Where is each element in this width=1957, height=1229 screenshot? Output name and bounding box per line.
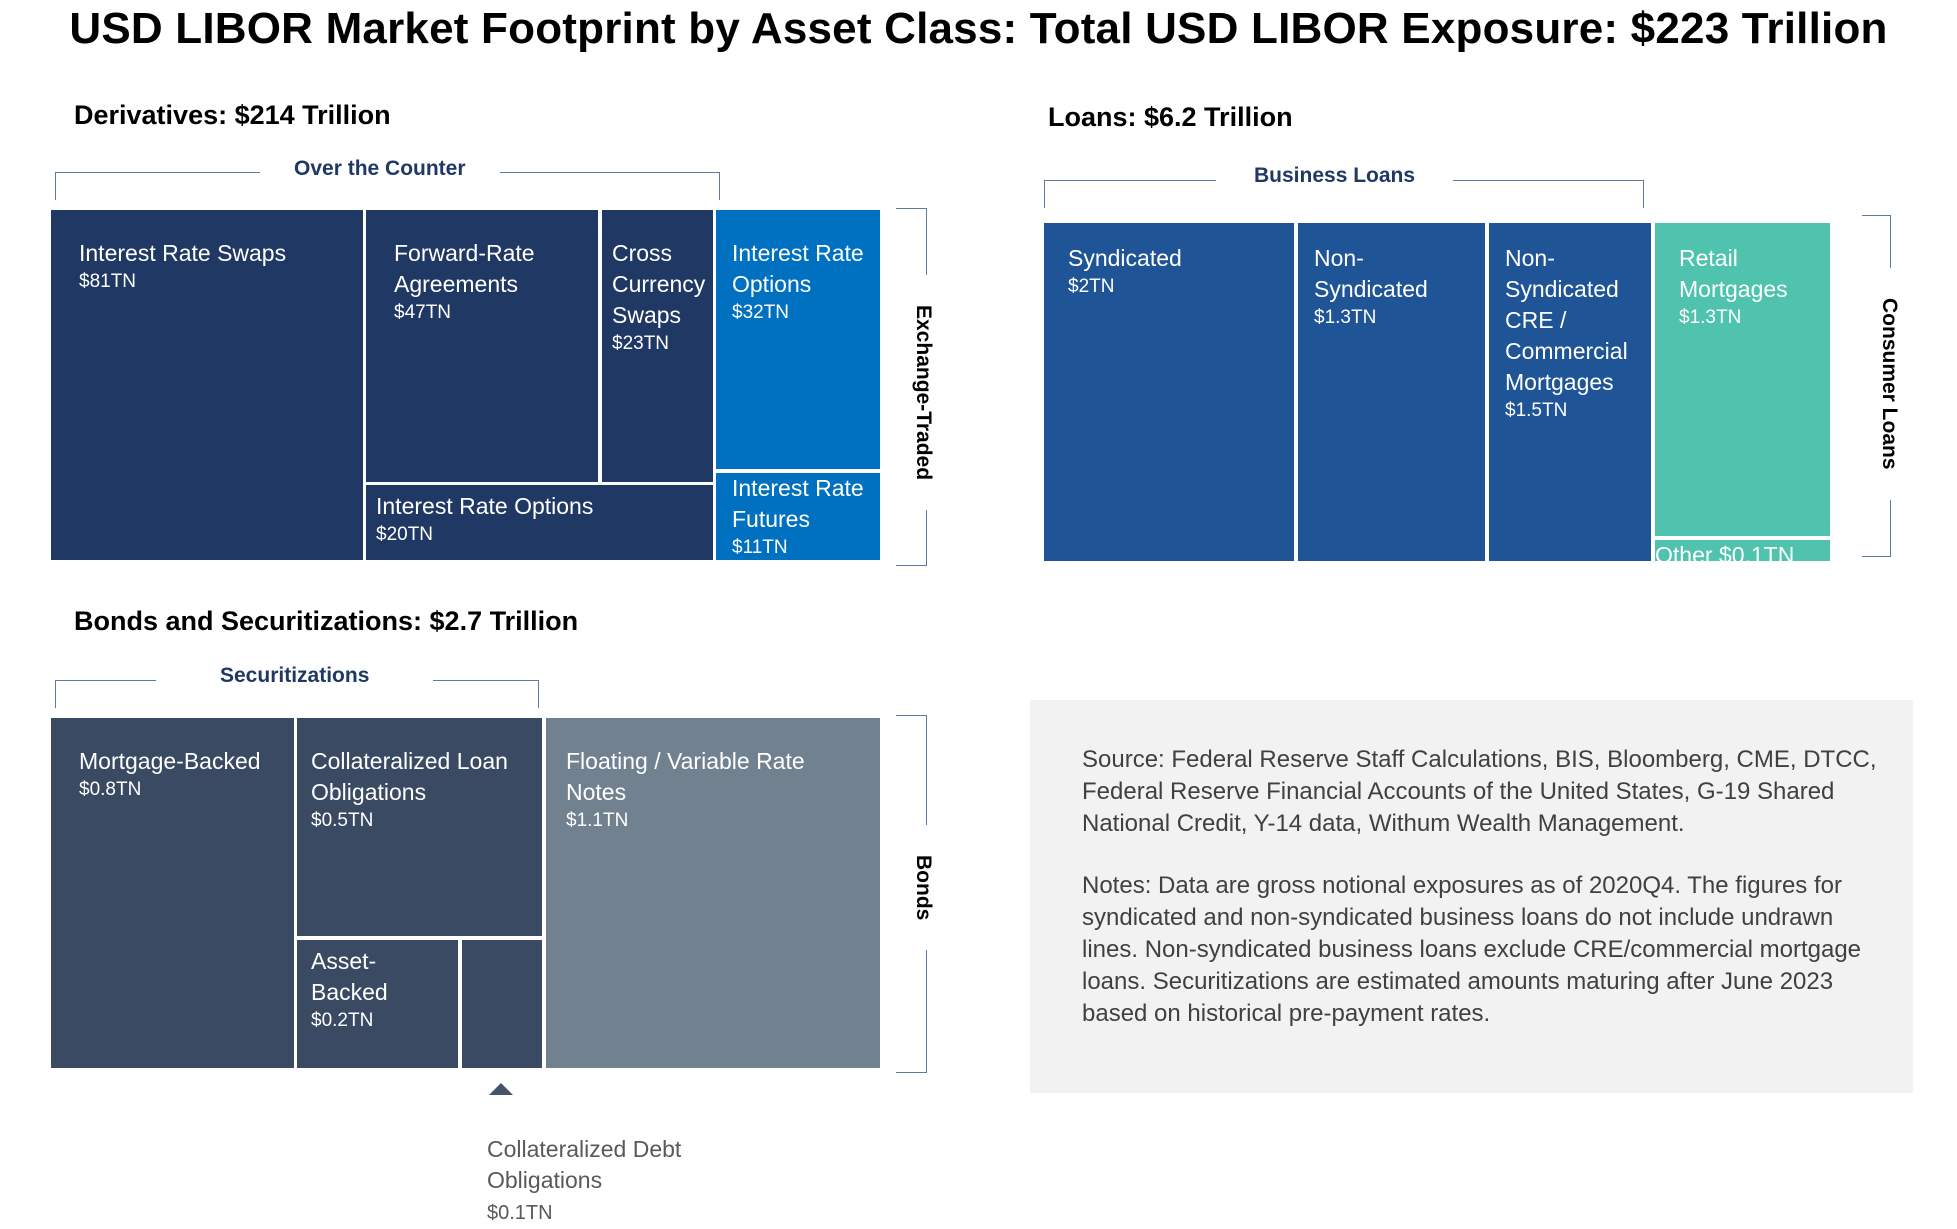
securitizations-group-label: Securitizations bbox=[156, 664, 433, 688]
tile-label: Interest Rate Swaps bbox=[79, 238, 335, 269]
derivatives-title: Derivatives: $214 Trillion bbox=[74, 100, 391, 131]
tile-value: $1.3TN bbox=[1314, 305, 1469, 331]
tile-value: $0.2TN bbox=[311, 1008, 444, 1034]
tile-label: Asset- Backed bbox=[311, 946, 444, 1008]
tile-forward-rate-agreements: Forward-Rate Agreements $47TN bbox=[366, 210, 598, 482]
tile-label: Mortgage-Backed bbox=[79, 746, 266, 777]
tile-non-syndicated: Non- Syndicated $1.3TN bbox=[1298, 223, 1485, 561]
tile-label: Collateralized Loan Obligations bbox=[311, 746, 528, 808]
tile-value: $23TN bbox=[612, 331, 703, 357]
bonds-title: Bonds and Securitizations: $2.7 Trillion bbox=[74, 606, 578, 637]
tile-exchange-interest-rate-options: Interest Rate Options $32TN bbox=[716, 210, 880, 469]
tile-value: $0.8TN bbox=[79, 777, 266, 803]
tile-value: $11TN bbox=[732, 535, 864, 560]
tile-non-syndicated-cre: Non- Syndicated CRE / Commercial Mortgag… bbox=[1489, 223, 1651, 561]
source-text: Source: Federal Reserve Staff Calculatio… bbox=[1082, 744, 1877, 840]
page-title: USD LIBOR Market Footprint by Asset Clas… bbox=[0, 4, 1957, 54]
tile-label: Cross Currency Swaps bbox=[612, 238, 703, 331]
exchange-traded-label: Exchange-Traded bbox=[911, 275, 935, 510]
tile-value: $2TN bbox=[1068, 274, 1270, 300]
tile-value: $47TN bbox=[394, 300, 570, 326]
tile-label: Interest Rate Options bbox=[732, 238, 864, 300]
tile-value: $1.5TN bbox=[1505, 398, 1635, 424]
cdo-callout-label: Collateralized Debt Obligations bbox=[487, 1136, 681, 1193]
tile-label: Syndicated bbox=[1068, 243, 1270, 274]
tile-mortgage-backed: Mortgage-Backed $0.8TN bbox=[51, 718, 294, 1068]
tile-value: $0.5TN bbox=[311, 808, 528, 834]
notes-box: Source: Federal Reserve Staff Calculatio… bbox=[1030, 700, 1913, 1093]
tile-syndicated: Syndicated $2TN bbox=[1044, 223, 1294, 561]
tile-label: Non- Syndicated bbox=[1314, 243, 1469, 305]
tile-value: $1.3TN bbox=[1679, 305, 1806, 331]
bonds-label: Bonds bbox=[911, 825, 935, 950]
cdo-callout: Collateralized Debt Obligations $0.1TN bbox=[487, 1103, 681, 1229]
tile-interest-rate-futures: Interest Rate Futures $11TN bbox=[716, 473, 880, 560]
tile-label: Other $0.1TN bbox=[1655, 540, 1830, 561]
tile-floating-variable-rate-notes: Floating / Variable Rate Notes $1.1TN bbox=[546, 718, 880, 1068]
tile-label: Non- Syndicated CRE / Commercial Mortgag… bbox=[1505, 243, 1635, 398]
tile-interest-rate-swaps: Interest Rate Swaps $81TN bbox=[51, 210, 363, 560]
tile-retail-mortgages: Retail Mortgages $1.3TN bbox=[1655, 223, 1830, 536]
tile-label: Interest Rate Options bbox=[376, 491, 703, 522]
cdo-callout-value: $0.1TN bbox=[487, 1202, 553, 1224]
notes-text: Notes: Data are gross notional exposures… bbox=[1082, 870, 1861, 1030]
otc-group-label: Over the Counter bbox=[260, 157, 500, 181]
tile-value: $20TN bbox=[376, 522, 703, 548]
tile-other-consumer: Other $0.1TN bbox=[1655, 540, 1830, 561]
tile-label: Forward-Rate Agreements bbox=[394, 238, 570, 300]
tile-label: Interest Rate Futures bbox=[732, 473, 864, 535]
tile-cross-currency-swaps: Cross Currency Swaps $23TN bbox=[602, 210, 713, 482]
tile-collateralized-loan-obligations: Collateralized Loan Obligations $0.5TN bbox=[297, 718, 542, 936]
loans-title: Loans: $6.2 Trillion bbox=[1048, 102, 1293, 133]
tile-value: $1.1TN bbox=[566, 808, 860, 834]
tile-value: $32TN bbox=[732, 300, 864, 326]
tile-value: $81TN bbox=[79, 269, 335, 295]
tile-label: Retail Mortgages bbox=[1679, 243, 1806, 305]
business-loans-group-label: Business Loans bbox=[1216, 164, 1453, 188]
tile-asset-backed: Asset- Backed $0.2TN bbox=[297, 940, 458, 1068]
cdo-callout-arrow bbox=[489, 1083, 513, 1095]
tile-otc-interest-rate-options: Interest Rate Options $20TN bbox=[366, 485, 713, 560]
tile-label: Floating / Variable Rate Notes bbox=[566, 746, 860, 808]
tile-collateralized-debt-obligations bbox=[462, 940, 542, 1068]
consumer-loans-label: Consumer Loans bbox=[1877, 268, 1901, 500]
